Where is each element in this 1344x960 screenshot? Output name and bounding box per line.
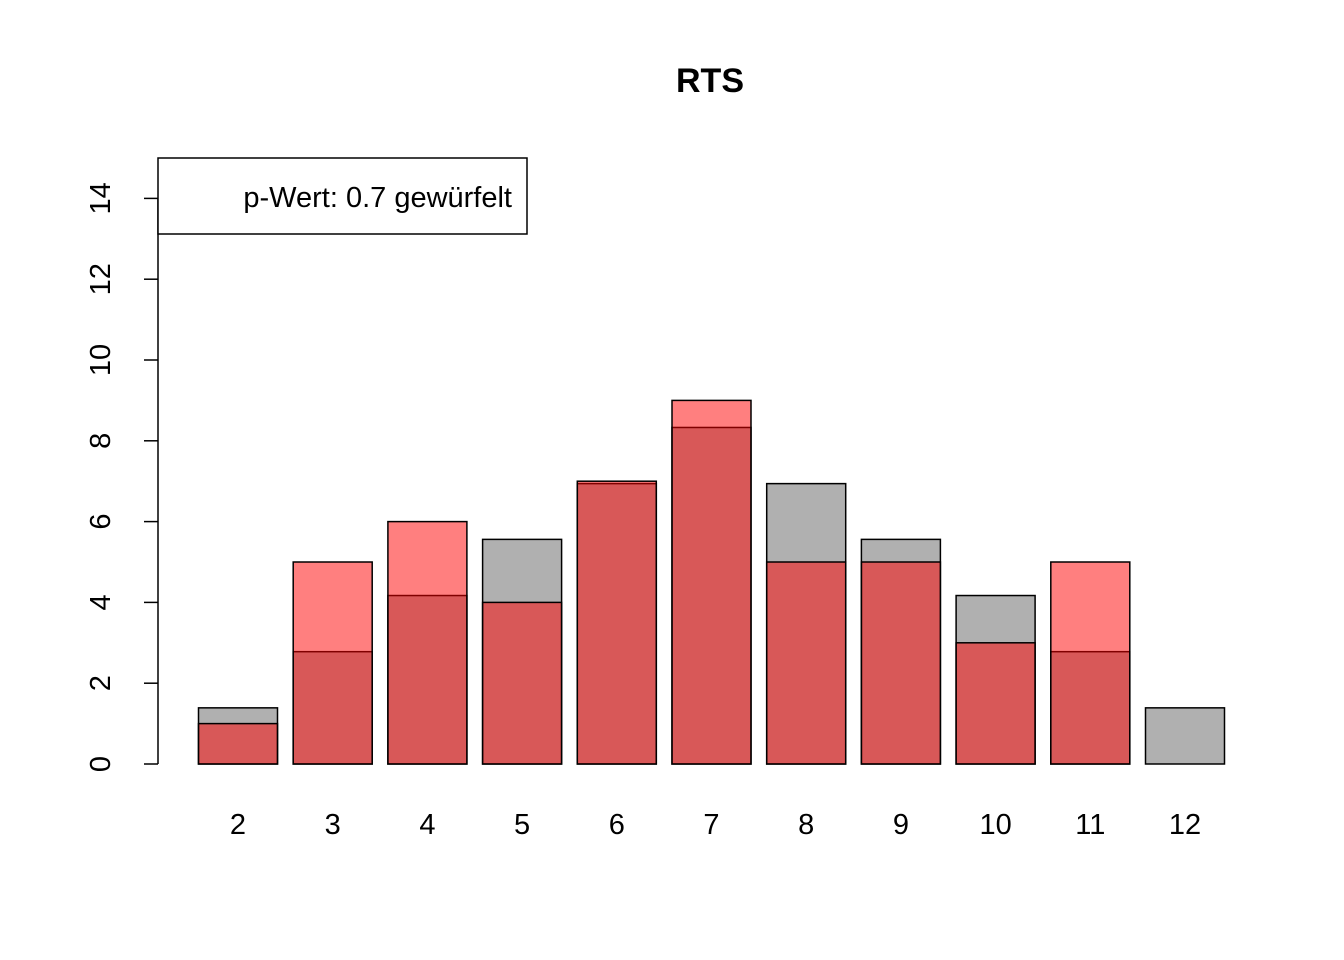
x-tick-label: 2: [230, 809, 246, 841]
x-tick-label: 6: [609, 809, 625, 841]
y-tick-label: 0: [85, 756, 117, 772]
y-tick-label: 6: [85, 514, 117, 530]
y-tick-label: 12: [85, 263, 117, 295]
y-tick-label: 10: [85, 344, 117, 376]
observed-series: [197, 399, 1131, 765]
x-axis-labels: 2 3 4 5 6 7 8 9 10 11 12: [230, 809, 1201, 841]
x-tick-label: 3: [325, 809, 341, 841]
y-axis: 0 2 4 6 8 10 12 14: [85, 182, 159, 772]
y-tick-label: 14: [85, 182, 117, 214]
x-tick-label: 5: [514, 809, 530, 841]
x-tick-label: 9: [893, 809, 909, 841]
x-tick-label: 12: [1169, 809, 1201, 841]
observed-bar: [860, 561, 942, 765]
observed-bar: [481, 601, 563, 765]
chart-title: RTS: [676, 62, 744, 100]
y-tick-label: 2: [85, 675, 117, 691]
observed-bar: [955, 642, 1036, 765]
observed-bar: [292, 561, 373, 765]
legend-text: p-Wert: 0.7 gewürfelt: [243, 182, 512, 214]
x-tick-label: 8: [798, 809, 814, 841]
x-tick-label: 7: [703, 809, 719, 841]
legend-box: [157, 157, 528, 235]
observed-bar: [197, 722, 279, 765]
observed-bar: [1050, 561, 1131, 765]
observed-bar: [387, 520, 468, 765]
observed-bar: [671, 399, 752, 765]
observed-bar: [765, 561, 847, 765]
legend: p-Wert: 0.7 gewürfelt: [157, 157, 528, 235]
x-tick-label: 11: [1075, 809, 1105, 841]
x-tick-label: 10: [979, 809, 1011, 841]
observed-bar: [576, 480, 658, 765]
x-tick-label: 4: [419, 809, 435, 841]
expected-bar: [1144, 707, 1226, 765]
y-tick-label: 8: [85, 433, 117, 449]
y-tick-label: 4: [85, 594, 117, 610]
